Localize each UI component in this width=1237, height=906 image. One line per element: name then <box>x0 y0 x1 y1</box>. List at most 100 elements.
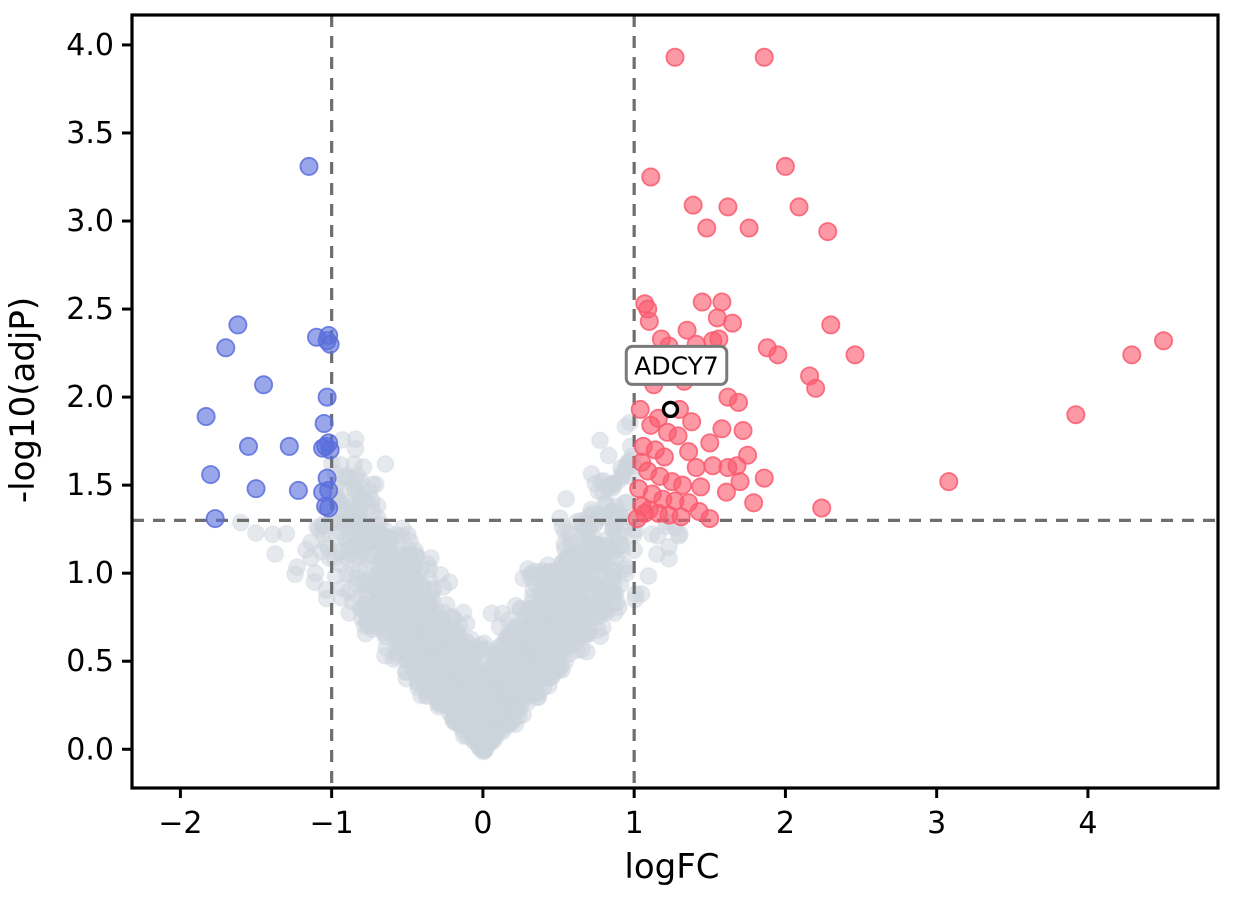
data-point-neutral <box>286 565 305 584</box>
data-point-neutral <box>332 588 351 607</box>
data-point-neutral <box>516 682 535 701</box>
data-point-up <box>775 156 795 176</box>
data-point-up <box>821 315 841 335</box>
x-tick-label: 3 <box>927 806 946 841</box>
data-point-up <box>730 472 750 492</box>
data-point-neutral <box>456 645 475 664</box>
data-point-up <box>1066 405 1086 425</box>
data-point-neutral <box>557 489 576 508</box>
data-point-neutral <box>490 617 509 636</box>
data-point-up <box>818 222 838 242</box>
data-point-up <box>700 509 720 529</box>
data-point-neutral <box>263 525 282 544</box>
data-point-neutral <box>384 588 403 607</box>
x-tick-label: 1 <box>625 806 644 841</box>
axes-layer <box>130 13 1220 790</box>
data-point-neutral <box>570 552 589 571</box>
data-point-down <box>317 387 337 407</box>
data-point-down <box>314 414 334 434</box>
data-point-up <box>845 345 865 365</box>
data-point-neutral <box>669 526 688 545</box>
data-point-up <box>806 378 826 398</box>
y-tick-label: 2.0 <box>66 380 114 415</box>
data-point-neutral <box>405 610 424 629</box>
data-point-neutral <box>617 564 636 583</box>
y-tick-label: 0.5 <box>66 644 114 679</box>
data-point-down <box>288 480 308 500</box>
data-point-neutral <box>454 659 473 678</box>
data-point-neutral <box>337 466 356 485</box>
data-point-neutral <box>336 529 355 548</box>
data-point-up <box>679 442 699 462</box>
x-tick-label: −1 <box>310 806 354 841</box>
y-tick-label: 3.0 <box>66 204 114 239</box>
data-point-up <box>641 415 661 435</box>
data-point-neutral <box>377 546 396 565</box>
data-point-down <box>246 479 266 499</box>
data-point-neutral <box>231 513 250 532</box>
data-point-up <box>738 445 758 465</box>
data-point-down <box>228 315 248 335</box>
data-point-neutral <box>246 524 265 543</box>
data-point-neutral <box>582 464 601 483</box>
annotation-marker-ADCY7[interactable] <box>661 400 680 419</box>
data-point-neutral <box>376 454 395 473</box>
data-point-neutral <box>462 687 481 706</box>
annotation-label-ADCY7: ADCY7 <box>634 351 719 380</box>
data-point-down <box>320 334 340 354</box>
data-point-neutral <box>536 667 555 686</box>
data-point-neutral <box>616 417 635 436</box>
data-point-neutral <box>382 572 401 591</box>
data-point-neutral <box>470 727 489 746</box>
data-point-neutral <box>387 641 406 660</box>
data-point-up <box>665 47 685 67</box>
data-point-up <box>635 503 655 523</box>
x-tick-label: −2 <box>158 806 202 841</box>
data-point-up <box>673 475 693 495</box>
data-point-neutral <box>434 660 453 679</box>
data-point-neutral <box>501 680 520 699</box>
data-point-up <box>686 458 706 478</box>
x-axis-label: logFC <box>624 847 719 887</box>
y-tick-label: 4.0 <box>66 28 114 63</box>
data-point-down <box>201 465 221 485</box>
data-point-neutral <box>420 560 439 579</box>
data-point-neutral <box>353 518 372 537</box>
data-point-neutral <box>615 494 634 513</box>
data-point-neutral <box>550 509 569 528</box>
data-point-neutral <box>510 699 529 718</box>
data-point-up <box>641 167 661 187</box>
data-point-neutral <box>371 605 390 624</box>
data-point-up <box>677 320 697 340</box>
data-point-neutral <box>306 564 325 583</box>
data-point-neutral <box>599 446 618 465</box>
data-point-up <box>1154 331 1174 351</box>
data-point-up <box>733 421 753 441</box>
data-point-neutral <box>580 516 599 535</box>
data-point-neutral <box>407 546 426 565</box>
neutral-points-layer <box>231 413 689 761</box>
data-point-up <box>939 472 959 492</box>
data-point-neutral <box>592 580 611 599</box>
data-point-neutral <box>346 430 365 449</box>
data-point-neutral <box>417 686 436 705</box>
data-point-neutral <box>266 545 285 564</box>
data-point-down <box>254 375 274 395</box>
annotation-box-ADCY7 <box>624 344 729 386</box>
data-point-neutral <box>555 535 574 554</box>
data-point-up <box>768 345 788 365</box>
data-point-neutral <box>434 578 453 597</box>
annotations-layer: ADCY7 <box>624 344 729 419</box>
x-tick-label: 4 <box>1078 806 1097 841</box>
y-tick-label: 1.5 <box>66 468 114 503</box>
y-tick-label: 2.5 <box>66 292 114 327</box>
data-point-down <box>238 436 258 456</box>
data-point-neutral <box>534 598 553 617</box>
data-point-up <box>718 197 738 217</box>
data-point-up <box>683 195 703 215</box>
data-point-neutral <box>363 475 382 494</box>
data-point-down <box>216 338 236 358</box>
data-point-neutral <box>443 630 462 649</box>
data-point-neutral <box>524 580 543 599</box>
